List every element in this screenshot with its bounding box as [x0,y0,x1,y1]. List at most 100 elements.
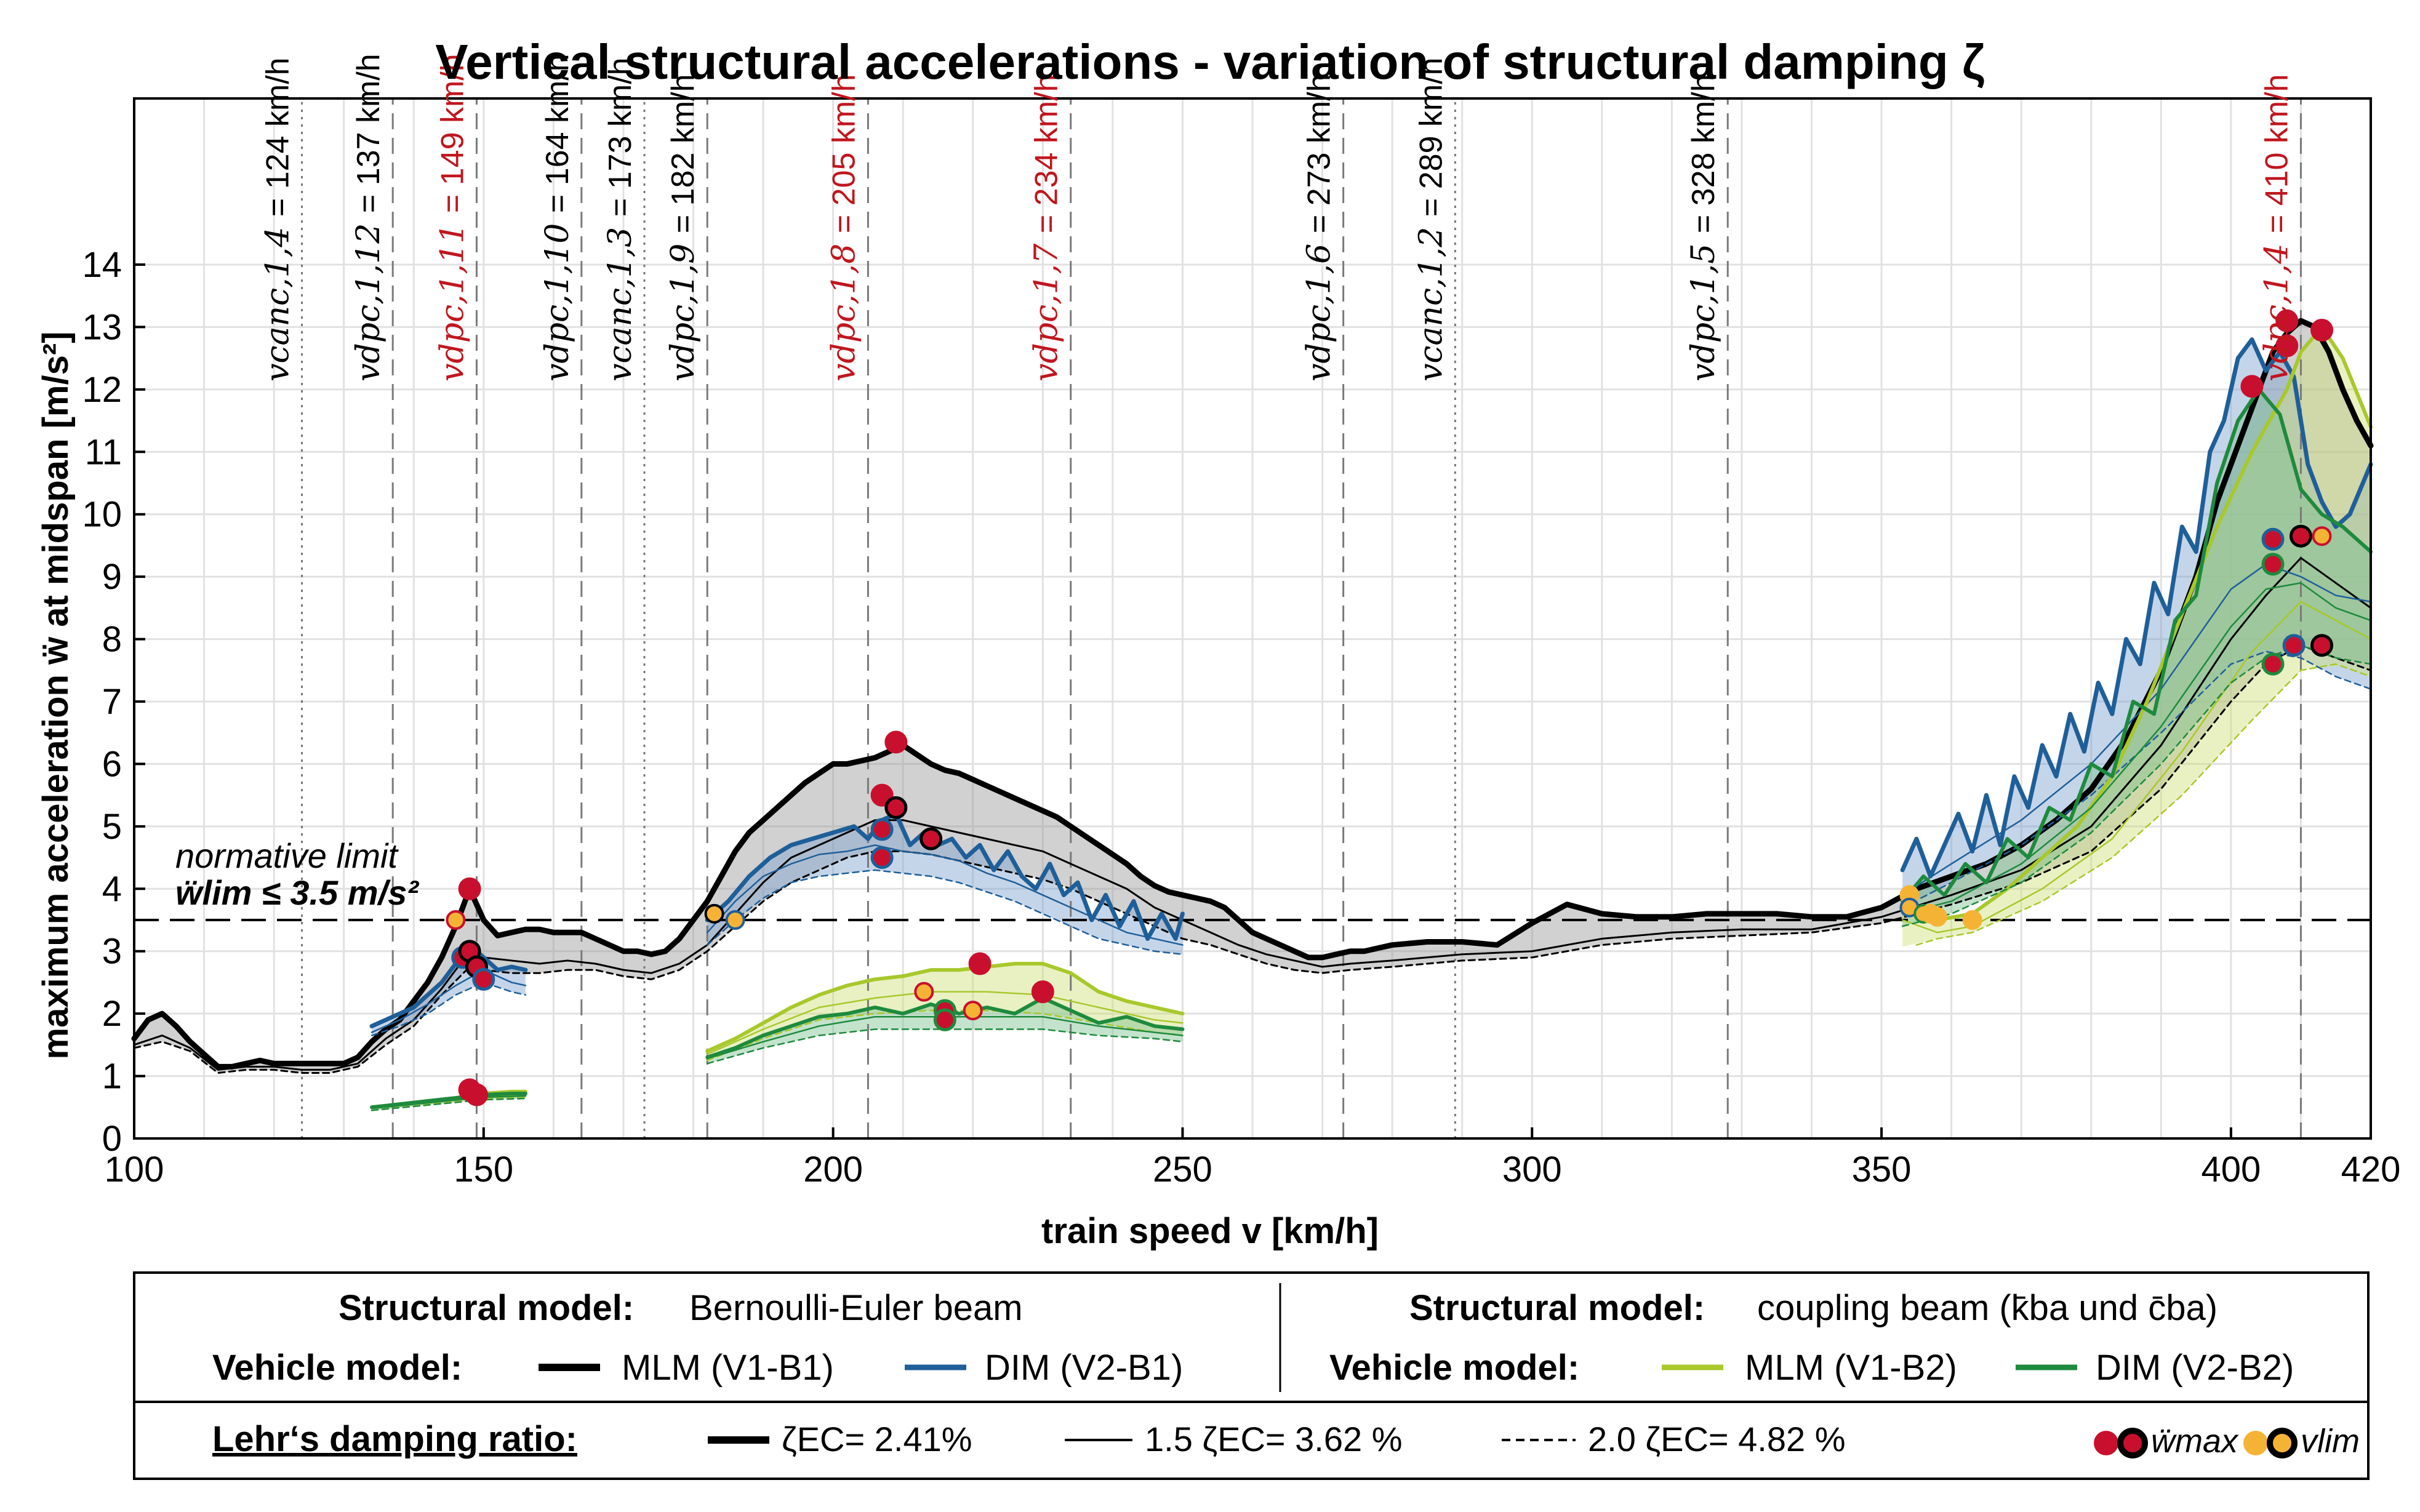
resonance-label: vdpc,1,5 = 328 km/h [1685,74,1722,382]
x-tick-label: 400 [2201,1150,2261,1190]
y-tick-label: 2 [102,994,122,1034]
resonance-label-text: vdpc,1,10 = 164 km/h [539,54,576,382]
resonance-label-text: vdpc,1,6 = 273 km/h [1301,74,1338,382]
series-dim-v2-b2-2-0-ec [371,1097,527,1111]
resonance-label: vdpc,1,12 = 137 km/h [350,54,387,382]
resonance-label-text: vcanc,1,3 = 173 km/h [602,57,639,382]
legend-structural-b2-bold: Structural model: [1409,1288,1705,1328]
series-mlm-v1-b2-2-0-ec [1915,663,2372,946]
legend-vehicle-b2-bold: Vehicle model: [1329,1348,1579,1388]
series-mlm-v1-b2-2-0-ec [706,1009,1184,1062]
wmax-marker [884,730,908,754]
resonance-label-text: vdpc,1,8 = 205 km/h [825,74,862,382]
wmax-marker [2289,524,2312,548]
band-mlm-v1-b2-damping-range [707,964,1183,1061]
wmax-marker [2261,553,2285,576]
vlim-marker [1962,910,1982,930]
series-dim-v2-b1-1-5-ec [371,969,527,1033]
wmax-marker [465,1083,488,1106]
y-tick-label: 11 [85,432,122,472]
series-mlm-v1-b1-1-5-ec [133,557,2372,1071]
resonance-label: vdpc,1,11 = 149 km/h [434,54,471,382]
x-tick-label: 420 [2341,1150,2401,1190]
series-dim-v2-b2-1-5-ec [1901,582,2372,915]
series-mlm-v1-b2-ec [1901,325,2373,922]
y-tick-label: 13 [82,307,122,347]
chart-title: Vertical structural accelerations - vari… [435,34,1985,89]
wmax-marker [2310,319,2334,342]
series-dim-v2-b1-ec [705,812,1185,941]
legend-dim-b1-label: DIM (V2-B1) [985,1348,1183,1388]
series-mlm-v1-b2-1-5-ec [1901,601,2372,934]
grid [134,98,2371,1138]
series-dim-v2-b1-2-0-ec [706,869,1184,956]
wmax-marker [472,967,495,991]
vlim-marker [914,982,934,1002]
resonance-label: vcanc,1,3 = 173 km/h [602,57,639,382]
series-mlm-v1-b2-1-5-ec [706,991,1184,1055]
x-tick-label: 350 [1852,1150,1912,1190]
series-mlm-v1-b2-ec [705,962,1185,1053]
wmax-marker [458,877,481,900]
x-tick-label: 200 [803,1150,863,1190]
vlim-marker [1927,906,1947,927]
wmax-marker [2275,334,2299,358]
resonance-label: vdpc,1,7 = 234 km/h [1028,74,1065,382]
wmax-marker [2310,634,2334,657]
vlim-marker [725,910,745,930]
y-tick-label: 1 [102,1057,122,1097]
resonance-label-text: vdpc,1,9 = 182 km/h [665,74,702,382]
wmax-marker [2240,375,2264,398]
wmax-marker [884,796,908,819]
legend-damping-3-label: 2.0 ζEC= 4.82 % [1588,1420,1846,1458]
wmax-marker [2275,309,2299,332]
wmax-marker [870,818,894,841]
wmax-marker [933,1008,956,1031]
resonance-label: vdpc,1,8 = 205 km/h [825,74,862,382]
wmax-marker [2261,652,2285,676]
vlim-marker [963,1001,983,1021]
wmax-marker [968,952,992,975]
y-tick-label: 14 [82,245,122,285]
resonance-label-text: vdpc,1,4 = 410 km/h [2258,74,2295,382]
resonance-label-text: vdpc,1,7 = 234 km/h [1028,74,1065,382]
legend-vlim-label: vlim [2301,1423,2360,1460]
series-dim-v2-b2-2-0-ec [706,1028,1184,1065]
normative-limit-value: ẅlim ≤ 3.5 m/s² [175,873,419,912]
band-dim-v2-b1-damping-range [1902,339,2371,908]
legend-dim-b2-label: DIM (V2-B2) [2096,1348,2294,1388]
band-dim-v2-b2-damping-range [1902,389,2371,927]
legend-wmax-label: ẅmax [2151,1423,2239,1460]
x-tick-label: 250 [1153,1150,1212,1190]
series-mlm-v1-b1-ec [131,318,2374,1070]
resonance-label-text: vcanc,1,2 = 289 km/h [1412,57,1449,382]
legend-structural-b2-text: coupling beam (k̄ba und c̄ba) [1757,1288,2218,1328]
legend-damping-2-label: 1.5 ζEC= 3.62 % [1145,1420,1403,1458]
legend-vlim-marker-black [2267,1428,2298,1458]
y-tick-label: 10 [82,495,122,535]
legend-vlim-marker-orange [2243,1431,2268,1455]
legend: Structural model: Bernoulli-Euler beam S… [133,1271,2370,1480]
y-tick-label: 8 [102,620,122,660]
resonance-label: vcanc,1,2 = 289 km/h [1412,57,1449,382]
resonance-label-text: vdpc,1,12 = 137 km/h [350,54,387,382]
resonance-label-text: vcanc,1,4 = 124 km/h [260,57,297,382]
legend-mlm-b2-label: MLM (V1-B2) [1745,1348,1957,1388]
vlim-marker [446,910,466,930]
resonance-labels: vcanc,1,4 = 124 km/h vdpc,1,12 = 137 km/h… [260,54,2296,382]
markers [446,309,2334,1106]
series-dim-v2-b1-ec [369,943,528,1028]
wmax-marker [2261,527,2285,551]
resonance-label-text: vdpc,1,11 = 149 km/h [434,54,471,382]
series-lines [131,318,2374,1111]
wmax-marker [2282,634,2306,657]
wmax-marker [920,827,943,850]
series-dim-v2-b1-1-5-ec [706,844,1184,946]
legend-wmax-marker-red [2094,1431,2118,1455]
resonance-label: vdpc,1,9 = 182 km/h [665,74,702,382]
legend-frame [133,1271,2370,1480]
band-dim-v2-b2-damping-range [707,998,1183,1064]
y-axis-label: maximum acceleration ẅ at midspan [m/s²] [36,332,76,1060]
legend-wmax-marker-black [2117,1428,2148,1458]
y-tick-label: 5 [102,807,122,847]
